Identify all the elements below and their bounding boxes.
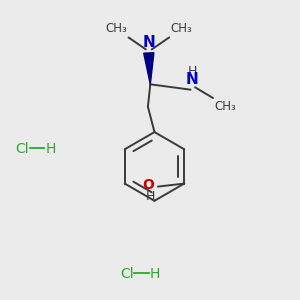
Text: N: N xyxy=(186,72,199,87)
Text: Cl: Cl xyxy=(15,142,29,155)
Text: CH₃: CH₃ xyxy=(214,100,236,113)
Text: H: H xyxy=(188,65,197,78)
Text: CH₃: CH₃ xyxy=(171,22,192,35)
Text: H: H xyxy=(46,142,56,155)
Polygon shape xyxy=(144,53,154,84)
Text: H: H xyxy=(146,190,155,203)
Text: O: O xyxy=(142,178,154,192)
Text: N: N xyxy=(142,35,155,50)
Text: Cl: Cl xyxy=(120,267,134,281)
Text: H: H xyxy=(150,267,160,281)
Text: CH₃: CH₃ xyxy=(105,22,127,35)
